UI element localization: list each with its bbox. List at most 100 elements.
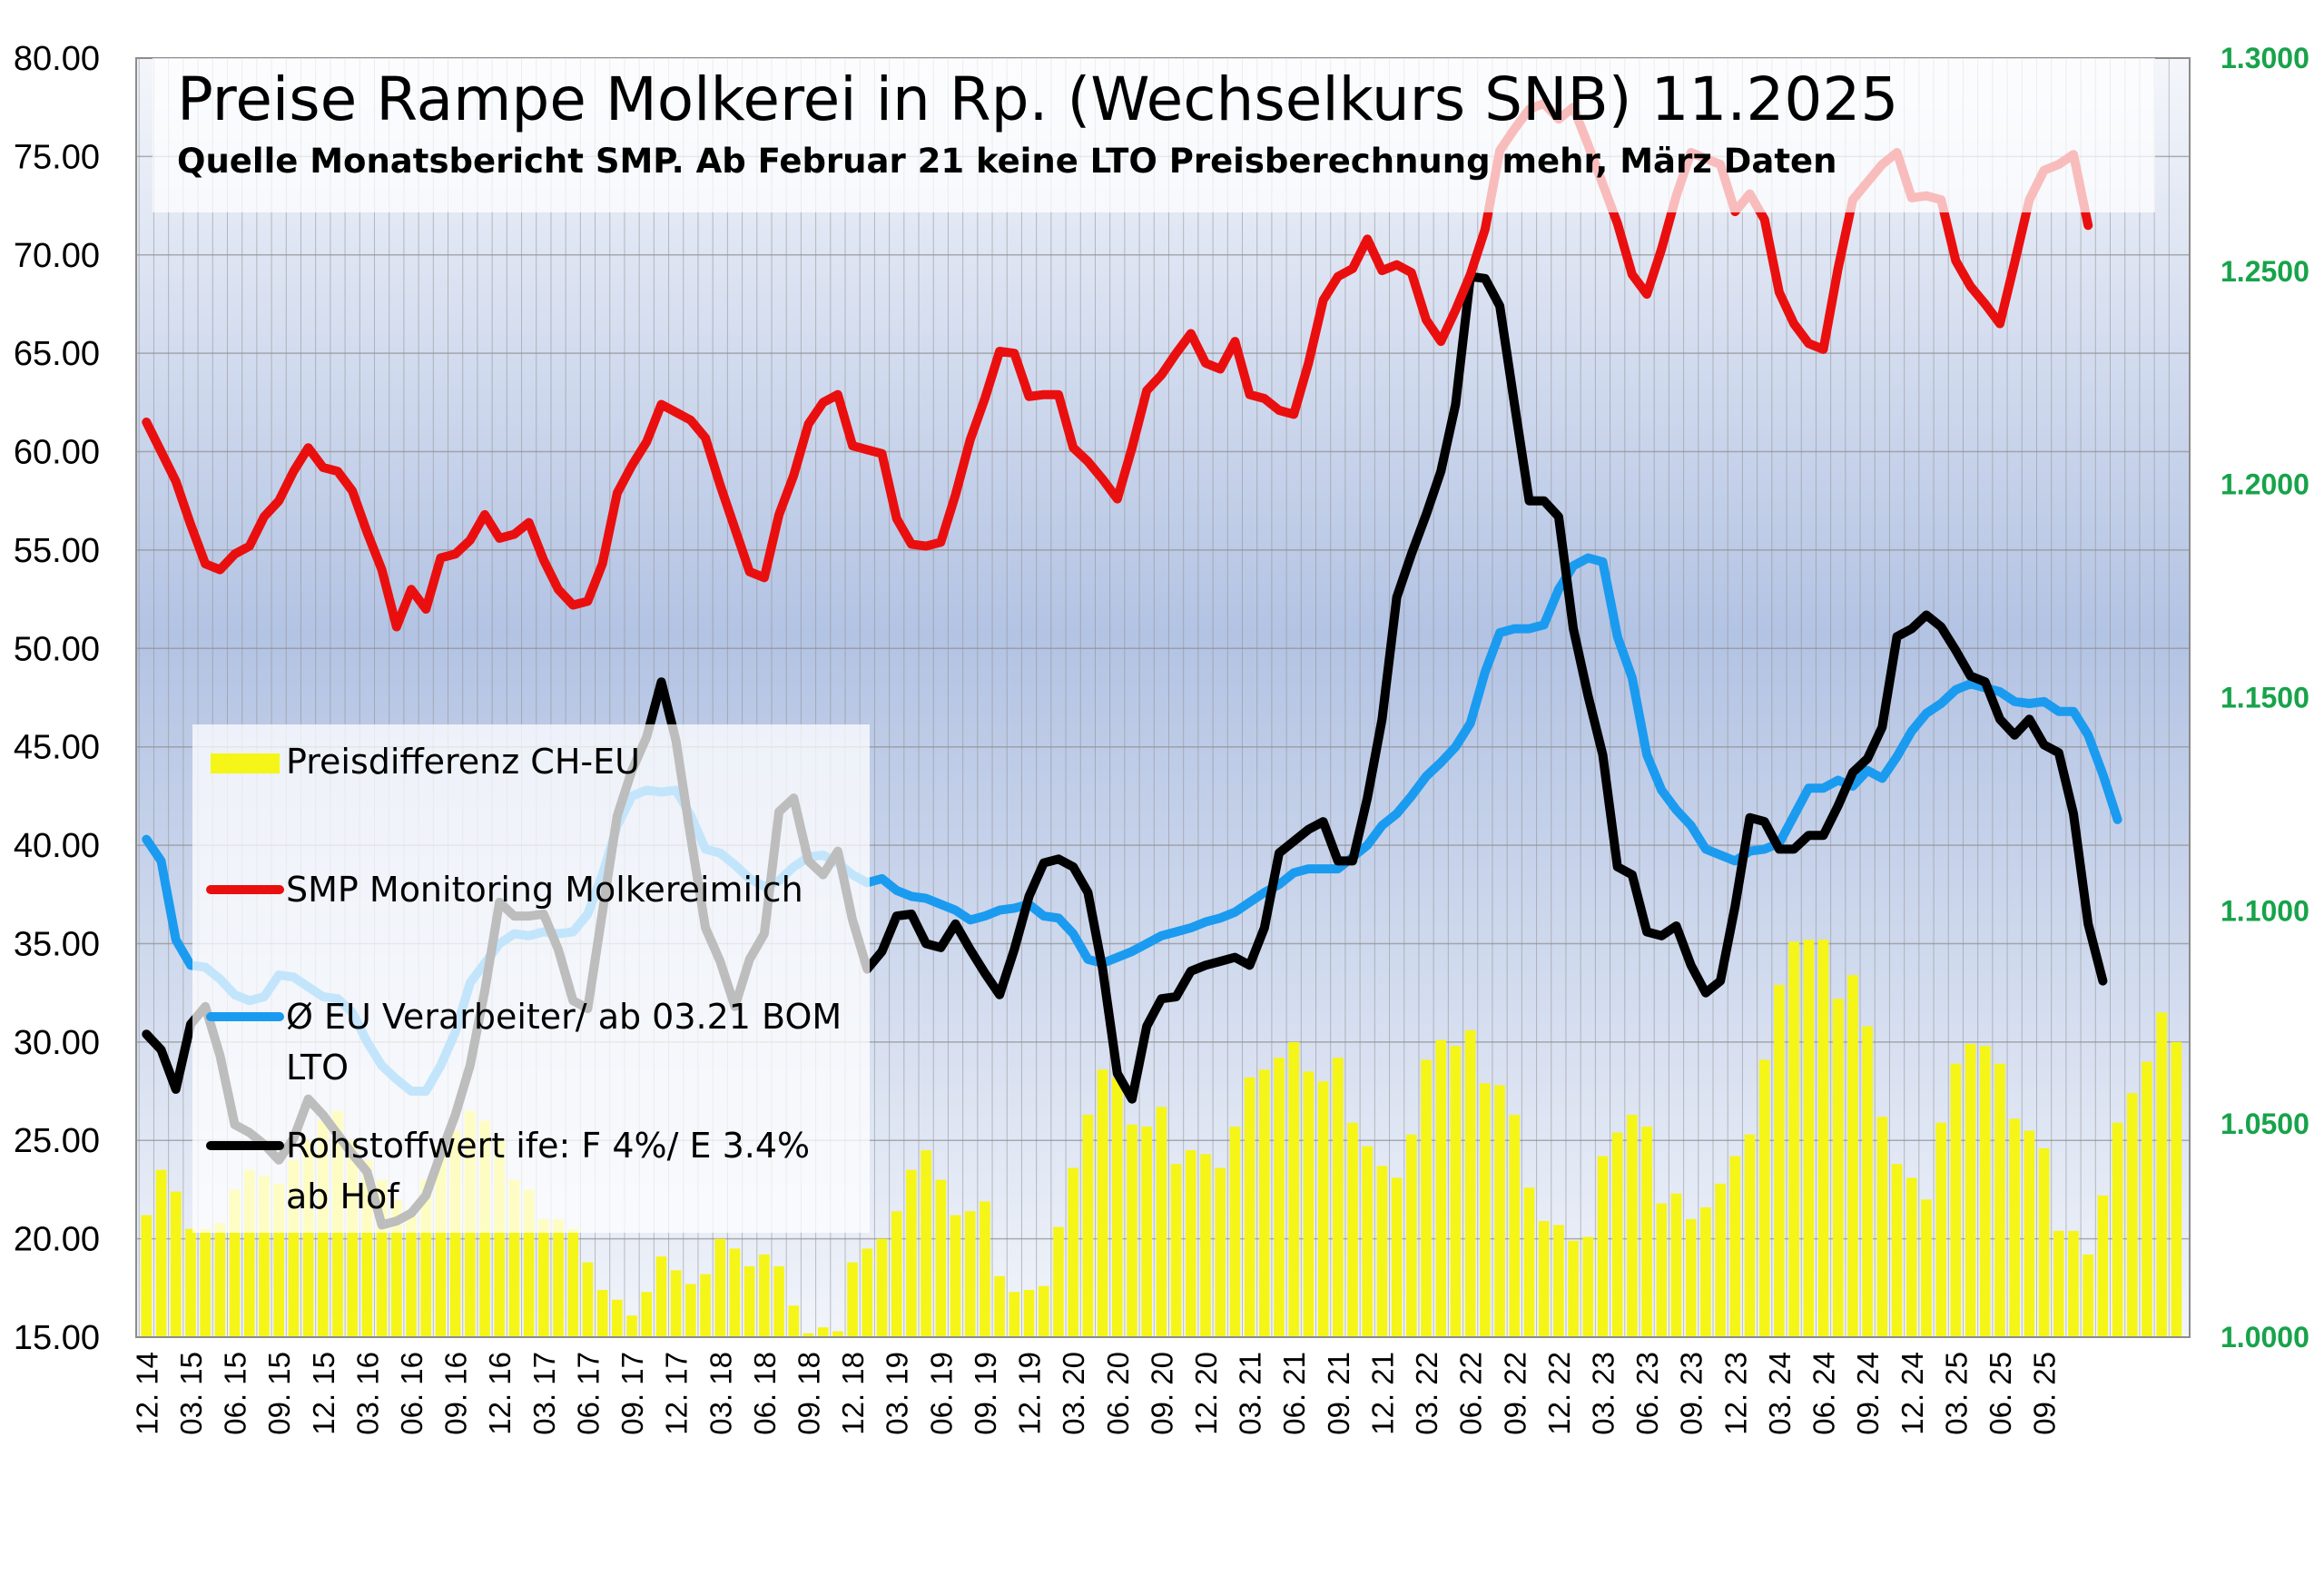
x-tick-label: 09. 17	[615, 1352, 649, 1435]
y-tick-label: 70.00	[14, 237, 100, 275]
bar-preisdifferenz	[655, 1256, 667, 1337]
x-tick-label: 06. 23	[1630, 1352, 1664, 1435]
chart-subtitle: Quelle Monatsbericht SMP. Ab Februar 21 …	[177, 142, 1837, 181]
y-tick-label: 30.00	[14, 1024, 100, 1062]
bar-preisdifferenz	[906, 1169, 917, 1337]
bar-preisdifferenz	[1082, 1115, 1094, 1337]
y2-tick-label: 1.1000	[2221, 894, 2309, 927]
bar-preisdifferenz	[1347, 1122, 1358, 1337]
bar-preisdifferenz	[1862, 1026, 1873, 1337]
x-tick-label: 03. 18	[704, 1352, 737, 1435]
bar-preisdifferenz	[1641, 1127, 1652, 1337]
bar-preisdifferenz	[406, 1209, 417, 1337]
bar-preisdifferenz	[1244, 1077, 1256, 1337]
bar-preisdifferenz	[1685, 1218, 1697, 1337]
line-smp-monitoring	[142, 98, 2093, 632]
y2-tick-label: 1.0500	[2221, 1108, 2309, 1140]
x-tick-label: 12. 16	[483, 1352, 517, 1435]
bar-preisdifferenz	[185, 1228, 196, 1337]
x-axis-ticks: 12. 14 03. 15 06. 15 09. 15 12. 15 03. 16 06. …	[130, 1352, 2061, 1435]
x-tick-label: 06. 20	[1101, 1352, 1135, 1435]
x-tick-label: 03. 24	[1763, 1352, 1797, 1435]
bar-preisdifferenz	[729, 1248, 741, 1337]
y-tick-label: 40.00	[14, 827, 100, 865]
bar-preisdifferenz	[626, 1315, 637, 1337]
legend-label-eu: Ø EU Verarbeiter/ ab 03.21 BOM LTO	[286, 997, 842, 1088]
bar-preisdifferenz	[288, 1159, 300, 1337]
bar-preisdifferenz	[1362, 1146, 1374, 1337]
bar-preisdifferenz	[1803, 940, 1815, 1337]
bar-preisdifferenz	[1582, 1236, 1594, 1337]
bar-preisdifferenz	[1288, 1041, 1300, 1337]
bar-preisdifferenz	[685, 1284, 696, 1337]
bar-preisdifferenz	[1744, 1134, 1756, 1337]
x-tick-label: 06. 22	[1454, 1352, 1488, 1435]
legend-swatch-bar	[211, 753, 280, 773]
y-tick-label: 50.00	[14, 630, 100, 668]
bar-preisdifferenz	[259, 1176, 270, 1337]
bar-preisdifferenz	[1832, 999, 1844, 1337]
x-tick-label: 03. 16	[350, 1352, 384, 1435]
bar-preisdifferenz	[1170, 1164, 1182, 1337]
x-tick-label: 09. 22	[1498, 1352, 1531, 1435]
bar-preisdifferenz	[994, 1275, 1005, 1337]
bar-preisdifferenz	[2097, 1195, 2109, 1337]
bar-preisdifferenz	[1509, 1115, 1521, 1337]
bar-preisdifferenz	[1627, 1115, 1638, 1337]
bar-preisdifferenz	[273, 1183, 285, 1337]
bar-preisdifferenz	[449, 1130, 461, 1337]
x-tick-label: 12. 14	[130, 1352, 163, 1435]
bar-preisdifferenz	[1068, 1167, 1078, 1337]
x-tick-label: 06. 18	[748, 1352, 782, 1435]
x-tick-label: 09. 25	[2028, 1352, 2062, 1435]
bar-preisdifferenz	[2053, 1230, 2064, 1337]
bar-preisdifferenz	[200, 1228, 211, 1337]
y-tick-label: 35.00	[14, 925, 100, 963]
y2-tick-label: 1.3000	[2221, 42, 2309, 74]
bar-preisdifferenz	[773, 1265, 784, 1337]
bar-preisdifferenz	[670, 1270, 682, 1337]
x-tick-label: 06. 16	[395, 1352, 428, 1435]
bar-preisdifferenz	[1538, 1221, 1550, 1337]
x-tick-label: 09. 18	[793, 1352, 826, 1435]
x-tick-label: 03. 17	[527, 1352, 561, 1435]
x-tick-label: 09. 21	[1322, 1352, 1355, 1435]
bar-preisdifferenz	[2068, 1230, 2079, 1337]
bar-preisdifferenz	[155, 1169, 167, 1337]
x-tick-label: 12. 18	[836, 1352, 870, 1435]
bar-preisdifferenz	[1141, 1127, 1153, 1337]
bar-preisdifferenz	[1480, 1083, 1491, 1337]
y2-tick-label: 1.0000	[2221, 1321, 2309, 1354]
x-tick-label: 12. 24	[1896, 1352, 1929, 1435]
bar-preisdifferenz	[1876, 1117, 1888, 1337]
bar-preisdifferenz	[1774, 984, 1785, 1337]
bar-preisdifferenz	[641, 1292, 653, 1337]
x-tick-label: 09. 19	[969, 1352, 1002, 1435]
x-tick-label: 06. 24	[1807, 1352, 1841, 1435]
bar-preisdifferenz	[302, 1140, 314, 1337]
bar-preisdifferenz	[420, 1179, 432, 1337]
bar-preisdifferenz	[1700, 1206, 1711, 1337]
bar-preisdifferenz	[950, 1215, 961, 1337]
bar-preisdifferenz	[1317, 1081, 1329, 1337]
x-tick-label: 12. 15	[307, 1352, 340, 1435]
bar-preisdifferenz	[1523, 1187, 1535, 1337]
bar-preisdifferenz	[1464, 1029, 1476, 1337]
bar-preisdifferenz	[1891, 1164, 1903, 1337]
y-tick-label: 25.00	[14, 1122, 100, 1160]
bar-preisdifferenz	[582, 1262, 594, 1337]
bar-preisdifferenz	[523, 1189, 535, 1337]
bar-preisdifferenz	[876, 1238, 888, 1337]
x-tick-label: 03. 23	[1587, 1352, 1620, 1435]
x-tick-label: 09. 24	[1851, 1352, 1885, 1435]
bar-preisdifferenz	[1611, 1132, 1623, 1337]
bar-preisdifferenz	[229, 1189, 241, 1337]
x-tick-label: 09. 20	[1145, 1352, 1178, 1435]
bar-preisdifferenz	[2112, 1122, 2123, 1337]
x-tick-label: 09. 23	[1675, 1352, 1709, 1435]
left-axis-ticks: 80.00 75.00 70.00 65.00 60.00 55.00 50.00 45.00…	[14, 40, 100, 1357]
x-tick-label: 06. 15	[219, 1352, 252, 1435]
bar-preisdifferenz	[1788, 941, 1799, 1337]
bar-preisdifferenz	[2142, 1061, 2152, 1337]
